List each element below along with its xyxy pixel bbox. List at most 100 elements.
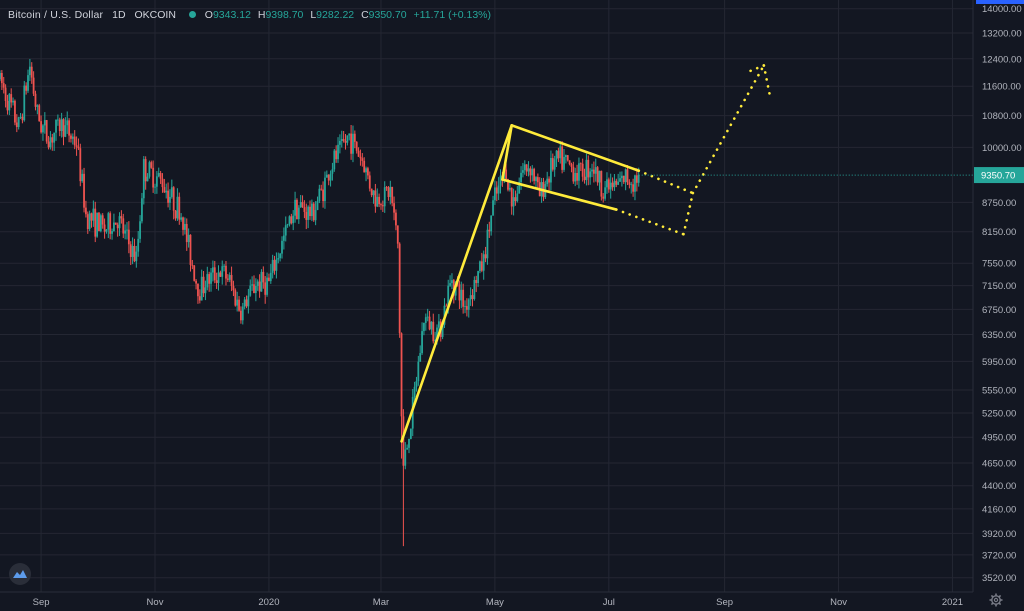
candle-body — [226, 278, 229, 280]
candle-body — [8, 94, 11, 111]
candle-body — [357, 150, 360, 157]
candle-body — [624, 169, 627, 183]
candle-body — [632, 184, 635, 192]
candle-body — [406, 447, 409, 450]
candle-body — [189, 234, 192, 265]
pattern-drawings[interactable] — [400, 64, 771, 443]
candle-body — [374, 190, 377, 207]
candle-body — [387, 187, 390, 197]
candle-body — [99, 215, 102, 232]
candle-body — [465, 306, 468, 310]
interval-label[interactable]: 1D — [112, 9, 126, 21]
drawing-projected-right[interactable] — [682, 191, 695, 236]
candle-body — [568, 160, 571, 165]
candle-body — [626, 169, 629, 183]
candle-body — [318, 188, 321, 202]
tradingview-logo-icon[interactable] — [9, 563, 31, 585]
candle-body — [51, 137, 54, 143]
drawing-flagpole[interactable] — [400, 124, 514, 443]
candle-body — [333, 150, 336, 170]
price-tick-label: 10800.00 — [982, 111, 1022, 122]
time-tick-label: Sep — [716, 597, 733, 608]
candle-body — [430, 321, 433, 330]
candle-body — [101, 215, 104, 225]
candle-body — [221, 266, 224, 277]
candle-body — [137, 238, 140, 252]
drawing-flag-connector[interactable] — [501, 124, 514, 181]
candle-body — [223, 265, 226, 267]
candle-body — [75, 145, 78, 147]
drawing-projected-bottom[interactable] — [614, 208, 685, 236]
candle-body — [419, 353, 422, 362]
candle-body — [14, 100, 16, 123]
candle-body — [604, 187, 606, 199]
candle-body — [85, 207, 87, 215]
candle-body — [637, 175, 640, 183]
last-price-box — [974, 167, 1024, 184]
candle-body — [365, 168, 367, 173]
candle-body — [281, 240, 283, 254]
candle-body — [62, 119, 65, 137]
candle-body — [611, 182, 614, 188]
candle-body — [40, 121, 42, 133]
price-tick-label: 6750.00 — [982, 305, 1016, 316]
candle-body — [434, 339, 437, 342]
candle-body — [327, 174, 330, 181]
candle-body — [460, 289, 463, 301]
candle-body — [238, 299, 240, 311]
drawing-arrow-head-left[interactable] — [745, 64, 766, 74]
candle-body — [25, 85, 28, 91]
candle-body — [449, 283, 451, 286]
candle-body — [135, 251, 138, 262]
last-price-label: 9350.70 — [981, 171, 1015, 182]
candle-body — [32, 77, 35, 94]
drawing-projected-breakout[interactable] — [691, 64, 766, 195]
candle-body — [19, 116, 22, 118]
candle-body — [284, 225, 287, 236]
candle-body — [288, 216, 291, 225]
candle-body — [0, 72, 3, 84]
candle-body — [146, 176, 149, 182]
price-axis[interactable]: 14000.00 13200.00 12400.00 11600.00 10800.00… — [982, 4, 1022, 584]
toolbar-accent-tab[interactable] — [976, 0, 1024, 4]
symbol-name[interactable]: Bitcoin / U.S. Dollar — [8, 9, 104, 21]
candle-body — [352, 133, 354, 154]
drawing-flag-top[interactable] — [510, 124, 641, 173]
candle-body — [286, 224, 289, 226]
candle-body — [482, 254, 485, 271]
candle-body — [451, 280, 453, 284]
candle-body — [86, 214, 89, 229]
change-value: +11.71 (+0.13%) — [413, 9, 491, 21]
candle-body — [395, 212, 397, 226]
price-tick-label: 7550.00 — [982, 259, 1016, 270]
candle-body — [409, 428, 412, 439]
candle-body — [176, 196, 179, 219]
candle-body — [346, 135, 349, 143]
candle-body — [494, 187, 496, 201]
candle-body — [191, 264, 194, 266]
candle-body — [21, 116, 24, 121]
time-axis[interactable]: Sep Nov 2020 Mar May Jul Sep Nov 2021 — [33, 597, 963, 608]
candle-body — [424, 317, 427, 323]
drawing-flag-bottom[interactable] — [501, 178, 618, 211]
grid — [0, 0, 973, 592]
candle-body — [98, 212, 100, 232]
candle-body — [0, 72, 1, 80]
candle-body — [572, 166, 575, 182]
candle-body — [193, 265, 196, 281]
candle-body — [43, 120, 46, 126]
candle-body — [335, 150, 338, 160]
candle-body — [126, 229, 128, 231]
candle-body — [555, 150, 558, 160]
candle-body — [314, 210, 317, 221]
drawing-arrow-head-right[interactable] — [762, 64, 771, 95]
drawing-projected-top[interactable] — [637, 169, 695, 195]
candle-body — [152, 167, 155, 188]
candle-body — [109, 213, 112, 234]
candle-body — [236, 299, 239, 306]
candle-body — [619, 178, 621, 182]
gear-icon[interactable] — [989, 593, 1003, 607]
